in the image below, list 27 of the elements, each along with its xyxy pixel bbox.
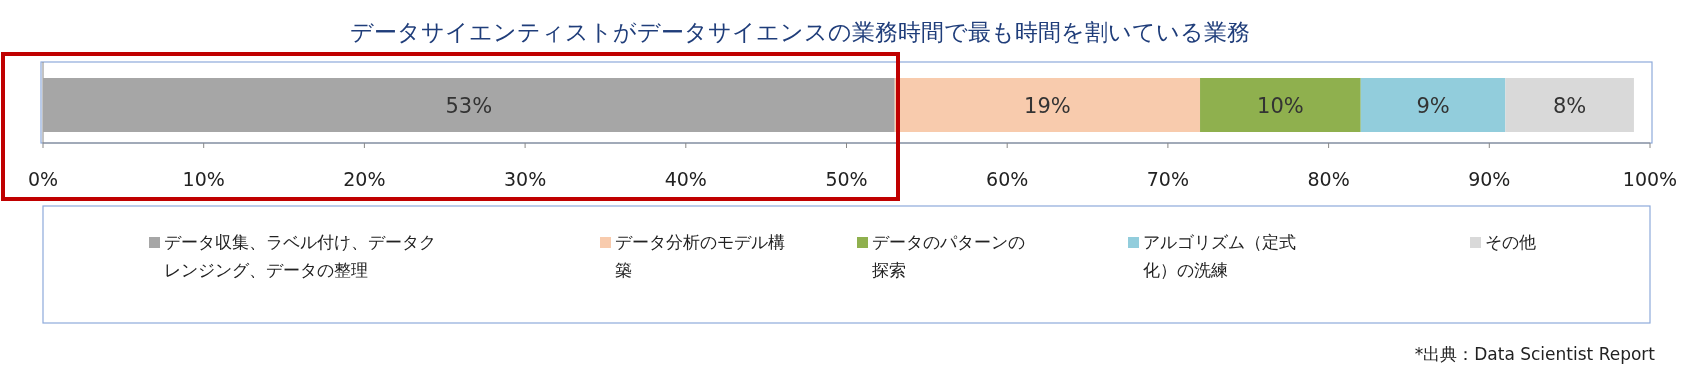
text: *出典：Data Scientist Report xyxy=(1414,344,1656,364)
x-tick-label: 30% xyxy=(503,168,547,190)
bar xyxy=(1200,78,1361,132)
legend-label: アルゴリズム（定式化）の洗練 xyxy=(1143,231,1297,282)
data-label: 53% xyxy=(445,94,493,118)
data-label: 10% xyxy=(1257,94,1304,118)
x-tick-label: 10% xyxy=(182,168,225,190)
legend-label: その他 xyxy=(1485,231,1536,254)
chart-title: データサイエンティストがデータサイエンスの業務時間で最も時間を割いている業務 xyxy=(350,19,1250,45)
x-tick-label: 20% xyxy=(343,168,386,190)
x-tick-label: 60% xyxy=(986,168,1029,190)
x-tick-label: 0% xyxy=(27,168,59,190)
x-tick-label: 50% xyxy=(825,168,868,190)
x-tick-label: 80% xyxy=(1307,168,1350,190)
x-tick-label: 100% xyxy=(1622,168,1678,190)
legend-label: データ収集、ラベル付け、データクレンジング、データの整理 xyxy=(164,231,437,282)
bar xyxy=(1505,78,1634,132)
x-tick-label: 90% xyxy=(1468,168,1511,190)
data-label: 8% xyxy=(1552,94,1587,118)
x-tick-label: 70% xyxy=(1146,168,1190,190)
bar xyxy=(894,78,1201,132)
legend-label: データのパターンの探索 xyxy=(872,231,1026,282)
x-tick-label: 40% xyxy=(664,168,707,190)
legend-label: データ分析のモデル構築 xyxy=(615,231,786,282)
data-label: 19% xyxy=(1024,94,1071,118)
bar xyxy=(1360,78,1506,132)
data-label: 9% xyxy=(1416,94,1450,118)
